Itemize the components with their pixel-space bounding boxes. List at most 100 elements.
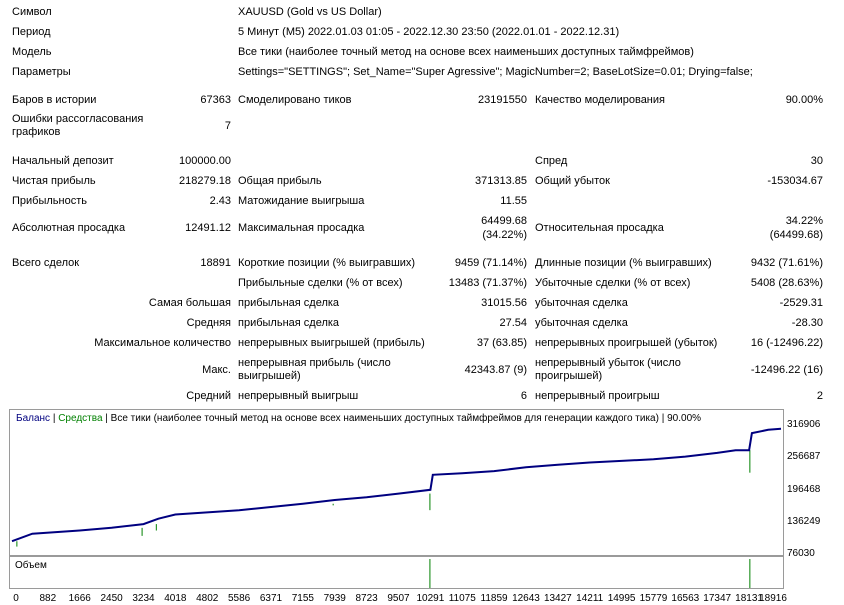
- x-tick-label: 0: [13, 592, 19, 605]
- label-profit-trades: Прибыльные сделки (% от всех): [238, 277, 403, 290]
- balance-line: [12, 429, 781, 541]
- balance-chart: Баланс | Средства | Все тики (наиболее т…: [9, 409, 784, 556]
- value-symbol: XAUUSD (Gold vs US Dollar): [238, 6, 382, 19]
- legend-balance: Баланс: [16, 413, 50, 424]
- label-max: Макс.: [202, 364, 231, 377]
- value-max-drawdown-amount: 64499.68: [481, 215, 527, 228]
- value-period: 5 Минут (M5) 2022.01.03 01:05 - 2022.12.…: [238, 26, 619, 39]
- value-model: Все тики (наиболее точный метод на основ…: [238, 46, 694, 59]
- label-total-trades: Всего сделок: [12, 257, 79, 270]
- value-profit-factor: 2.43: [210, 195, 231, 208]
- y-tick-label: 316906: [787, 418, 820, 431]
- label-largest-profit: прибыльная сделка: [238, 297, 339, 310]
- label-model: Модель: [12, 46, 51, 59]
- legend-equity: Средства: [58, 413, 102, 424]
- value-total-trades: 18891: [200, 257, 231, 270]
- value-rel-drawdown-amount: (64499.68): [770, 229, 823, 242]
- label-max-consecutive-losses: непрерывных проигрышей (убыток): [535, 337, 717, 350]
- x-tick-label: 3234: [132, 592, 154, 605]
- value-short-positions: 9459 (71.14%): [455, 257, 527, 270]
- x-tick-label: 4018: [164, 592, 186, 605]
- label-abs-drawdown: Абсолютная просадка: [12, 222, 125, 235]
- value-gross-profit: 371313.85: [475, 175, 527, 188]
- x-tick-label: 12643: [512, 592, 540, 605]
- label-period: Период: [12, 26, 51, 39]
- x-tick-label: 8723: [355, 592, 377, 605]
- label-avg-consecutive-wins: непрерывный выигрыш: [238, 390, 358, 403]
- value-deposit: 100000.00: [179, 155, 231, 168]
- value-ticks: 23191550: [478, 94, 527, 107]
- x-tick-label: 1666: [69, 592, 91, 605]
- label-max-consecutive-profit: непрерывная прибыль (число выигрышей): [238, 357, 413, 383]
- x-tick-label: 11859: [481, 592, 508, 605]
- volume-chart: Объем: [9, 556, 784, 589]
- x-tick-label: 7939: [324, 592, 346, 605]
- label-largest: Самая большая: [149, 297, 231, 310]
- value-rel-drawdown-percent: 34.22%: [786, 215, 823, 228]
- x-tick-label: 9507: [387, 592, 409, 605]
- legend-description: | Все тики (наиболее точный метод на осн…: [103, 413, 702, 424]
- value-loss-trades: 5408 (28.63%): [751, 277, 823, 290]
- value-max-consecutive-profit: 42343.87 (9): [465, 364, 527, 377]
- label-max-consecutive-loss: непрерывный убыток (число проигрышей): [535, 357, 685, 383]
- value-expected-payoff: 11.55: [500, 195, 527, 208]
- value-avg-consecutive-losses: 2: [817, 390, 823, 403]
- value-largest-loss: -2529.31: [780, 297, 823, 310]
- x-tick-label: 6371: [260, 592, 282, 605]
- label-spread: Спред: [535, 155, 567, 168]
- label-avg-consecutive: Средний: [186, 390, 231, 403]
- value-max-consecutive-losses: 16 (-12496.22): [751, 337, 823, 350]
- label-short-positions: Короткие позиции (% выигравших): [238, 257, 415, 270]
- label-max-consecutive-wins: непрерывных выигрышей (прибыль): [238, 337, 425, 350]
- value-net-profit: 218279.18: [179, 175, 231, 188]
- label-average: Средняя: [187, 317, 231, 330]
- label-max-drawdown: Максимальная просадка: [238, 222, 364, 235]
- label-ticks: Смоделировано тиков: [238, 94, 352, 107]
- x-tick-label: 4802: [196, 592, 218, 605]
- value-max-consecutive-wins: 37 (63.85): [477, 337, 527, 350]
- label-loss-trades: Убыточные сделки (% от всех): [535, 277, 690, 290]
- label-quality: Качество моделирования: [535, 94, 665, 107]
- x-tick-label: 14211: [576, 592, 603, 605]
- label-expected-payoff: Матожидание выигрыша: [238, 195, 364, 208]
- value-errors: 7: [225, 120, 231, 133]
- label-largest-loss: убыточная сделка: [535, 297, 628, 310]
- x-tick-label: 18916: [759, 592, 787, 605]
- label-bars: Баров в истории: [12, 94, 96, 107]
- x-tick-label: 2450: [100, 592, 122, 605]
- x-tick-label: 15779: [640, 592, 668, 605]
- volume-label: Объем: [15, 560, 47, 571]
- label-avg-consecutive-losses: непрерывный проигрыш: [535, 390, 660, 403]
- value-max-drawdown-percent: (34.22%): [482, 229, 527, 242]
- label-gross-loss: Общий убыток: [535, 175, 610, 188]
- balance-chart-svg: [10, 410, 783, 555]
- value-average-profit: 27.54: [499, 317, 527, 330]
- label-max-count: Максимальное количество: [94, 337, 231, 350]
- x-tick-label: 882: [40, 592, 57, 605]
- label-average-profit: прибыльная сделка: [238, 317, 339, 330]
- volume-chart-svg: [10, 557, 783, 588]
- value-profit-trades: 13483 (71.37%): [449, 277, 527, 290]
- value-average-loss: -28.30: [792, 317, 823, 330]
- value-largest-profit: 31015.56: [481, 297, 527, 310]
- label-gross-profit: Общая прибыль: [238, 175, 322, 188]
- x-tick-label: 5586: [228, 592, 250, 605]
- label-symbol: Символ: [12, 6, 52, 19]
- value-spread: 30: [811, 155, 823, 168]
- label-average-loss: убыточная сделка: [535, 317, 628, 330]
- label-rel-drawdown: Относительная просадка: [535, 222, 664, 235]
- label-params: Параметры: [12, 66, 71, 79]
- value-gross-loss: -153034.67: [767, 175, 823, 188]
- legend-separator: |: [50, 413, 58, 424]
- y-tick-label: 256687: [787, 450, 820, 463]
- x-tick-label: 14995: [608, 592, 636, 605]
- x-tick-label: 16563: [671, 592, 699, 605]
- x-tick-label: 17347: [703, 592, 731, 605]
- x-tick-label: 13427: [544, 592, 572, 605]
- value-bars: 67363: [200, 94, 231, 107]
- y-tick-label: 136249: [787, 515, 820, 528]
- label-profit-factor: Прибыльность: [12, 195, 87, 208]
- x-tick-label: 7155: [292, 592, 314, 605]
- chart-legend: Баланс | Средства | Все тики (наиболее т…: [16, 413, 701, 425]
- label-deposit: Начальный депозит: [12, 155, 114, 168]
